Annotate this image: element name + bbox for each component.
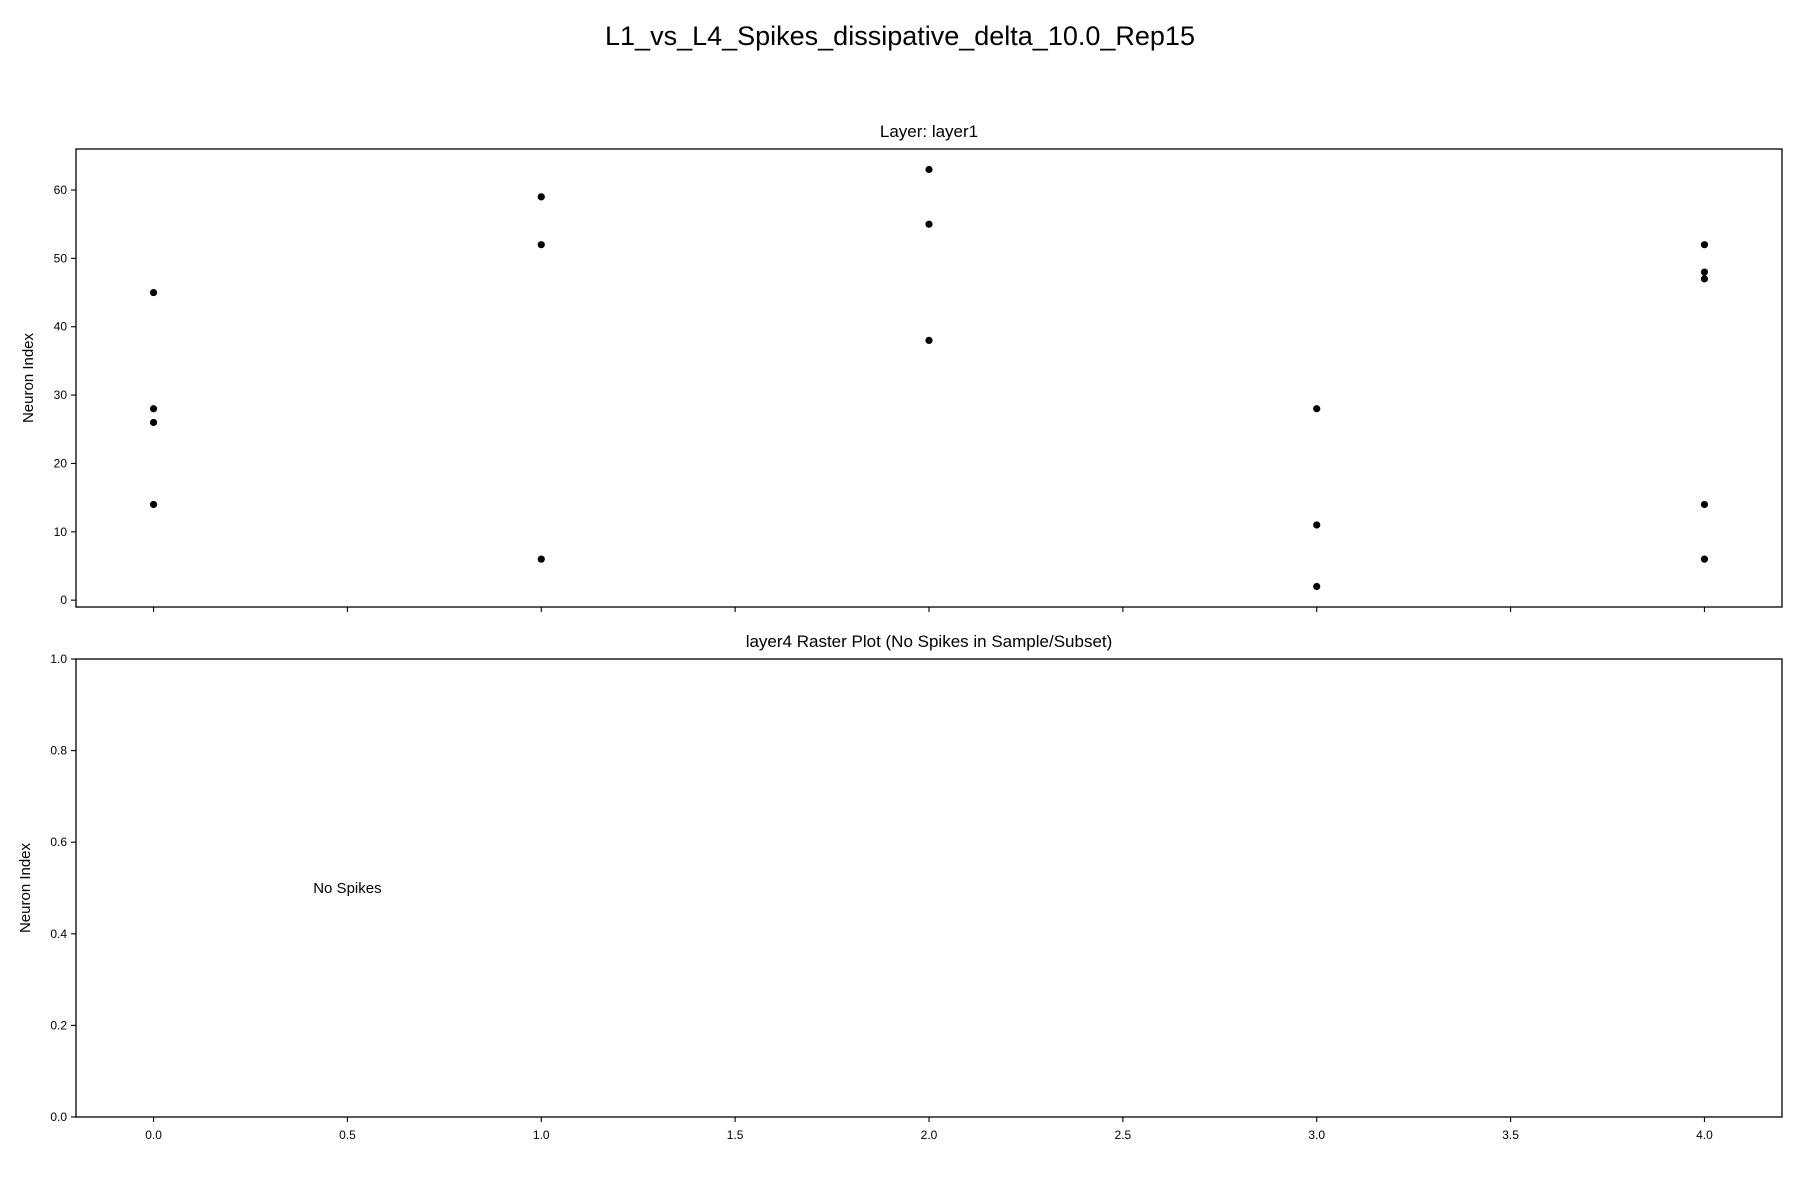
spike-point [1700, 500, 1709, 509]
layer4-x-tick-label: 3.5 [1502, 1128, 1519, 1142]
layer4-y-ticks: 0.0 0.2 0.4 0.6 0.8 1.0 [50, 652, 76, 1124]
spike-point [925, 165, 933, 174]
layer1-y-tick-label: 60 [54, 183, 68, 197]
layer1-plot-frame [75, 148, 1783, 608]
layer1-y-ticks: 0 10 20 30 40 50 60 [54, 183, 76, 607]
layer4-x-tick-label: 4.0 [1696, 1128, 1713, 1142]
spike-point [149, 288, 158, 297]
spike-point [1313, 521, 1321, 529]
layer4-x-tick-label: 3.0 [1308, 1128, 1325, 1142]
layer4-x-tick-label: 1.5 [727, 1128, 744, 1142]
spike-point [537, 193, 545, 201]
layer4-y-tick-label: 0.2 [50, 1018, 67, 1032]
spike-point [925, 336, 933, 345]
figure-title: L1_vs_L4_Spikes_dissipative_delta_10.0_R… [605, 21, 1195, 51]
spike-point [149, 405, 158, 413]
layer4-x-tick-label: 2.0 [921, 1128, 938, 1142]
no-spikes-annotation: No Spikes [313, 880, 381, 897]
spike-point [1700, 555, 1709, 563]
layer4-y-tick-label: 0.6 [50, 835, 67, 849]
layer1-y-tick-label: 0 [60, 593, 67, 607]
layer1-raster-panel: Layer: layer1 Neuron Index 0 10 20 30 40 50 60 [20, 122, 1783, 612]
layer4-y-tick-label: 0.4 [50, 927, 67, 941]
layer1-spike-points [149, 165, 1709, 591]
layer4-y-axis-label: Neuron Index [17, 842, 34, 933]
layer1-y-tick-label: 30 [54, 388, 68, 402]
spike-point [537, 555, 545, 563]
layer4-raster-panel: layer4 Raster Plot (No Spikes in Sample/… [17, 632, 1783, 1142]
layer4-x-tick-label: 0.5 [339, 1128, 356, 1142]
layer4-y-tick-label: 1.0 [50, 652, 67, 666]
spike-point [1313, 405, 1321, 413]
layer1-y-axis-label: Neuron Index [20, 332, 37, 423]
layer4-y-tick-label: 0.8 [50, 744, 67, 758]
spike-point [1313, 582, 1321, 591]
layer4-y-tick-label: 0.0 [50, 1110, 67, 1124]
layer4-x-tick-label: 1.0 [533, 1128, 550, 1142]
layer4-x-ticks: 0.0 0.5 1.0 1.5 2.0 2.5 3.0 3.5 4.0 [145, 1117, 1713, 1142]
spike-point [537, 241, 545, 249]
spike-point [1700, 241, 1709, 249]
layer1-y-tick-label: 20 [54, 456, 68, 470]
layer1-y-tick-label: 10 [54, 525, 68, 539]
layer1-x-ticks [152, 607, 1706, 612]
spike-point [149, 418, 158, 427]
spike-point [1700, 275, 1709, 283]
layer4-panel-title: layer4 Raster Plot (No Spikes in Sample/… [746, 632, 1113, 651]
layer1-panel-title: Layer: layer1 [880, 122, 978, 141]
spike-point [149, 500, 158, 509]
layer1-y-tick-label: 50 [54, 251, 68, 265]
spike-point [1700, 268, 1709, 276]
layer4-x-tick-label: 2.5 [1115, 1128, 1132, 1142]
layer1-y-tick-label: 40 [54, 320, 68, 334]
layer4-x-tick-label: 0.0 [145, 1128, 162, 1142]
spike-point [925, 220, 933, 228]
